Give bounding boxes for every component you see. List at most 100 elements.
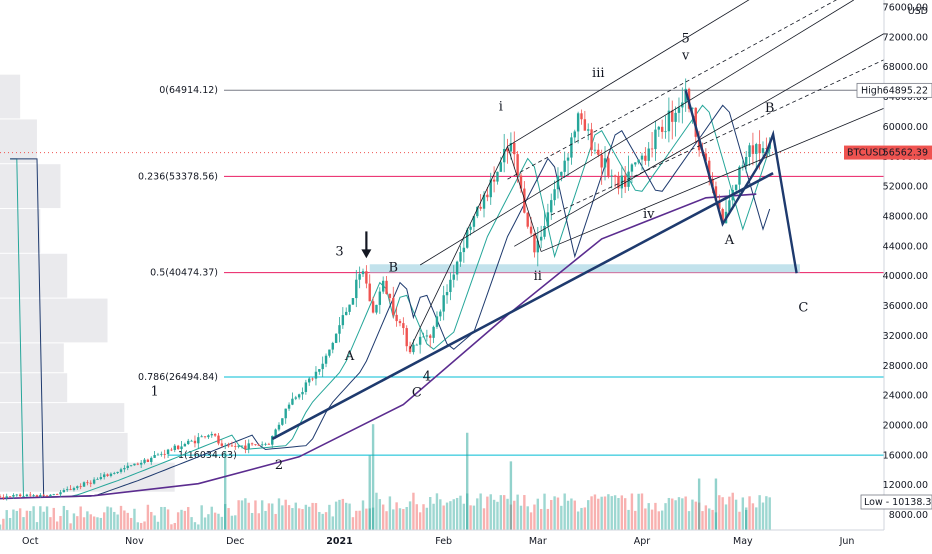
candle-body bbox=[466, 229, 469, 248]
price-tick-label: 16000.00 bbox=[883, 450, 928, 461]
candle-body bbox=[129, 465, 133, 467]
time-tick-label: 2021 bbox=[326, 536, 352, 547]
volume-bar bbox=[768, 497, 771, 530]
volume-profile-bar bbox=[0, 373, 68, 403]
wave-label: 3 bbox=[335, 244, 343, 259]
volume-bar bbox=[694, 501, 697, 530]
candle-body bbox=[691, 107, 694, 109]
candle-body bbox=[12, 494, 15, 497]
volume-bar bbox=[12, 509, 15, 530]
price-tick-label: 28000.00 bbox=[883, 361, 928, 372]
candle-body bbox=[82, 482, 86, 487]
candle-body bbox=[455, 261, 459, 275]
candle-body bbox=[385, 280, 388, 294]
price-tick-label: 36000.00 bbox=[883, 301, 928, 312]
volume-bar bbox=[657, 511, 660, 530]
candle-body bbox=[274, 429, 277, 436]
volume-profile-bar bbox=[0, 343, 64, 373]
volume-bar bbox=[341, 498, 345, 530]
candle-body bbox=[479, 206, 482, 209]
candle-body bbox=[381, 280, 385, 292]
volume-bar bbox=[247, 502, 250, 530]
candle-body bbox=[361, 271, 365, 275]
volume-bar bbox=[227, 508, 230, 530]
candle-body bbox=[660, 126, 664, 132]
volume-bar bbox=[660, 510, 664, 530]
candle-body bbox=[244, 445, 247, 450]
volume-bar bbox=[539, 508, 543, 530]
candle-body bbox=[254, 444, 257, 446]
candle-body bbox=[489, 179, 492, 198]
volume-profile-bar bbox=[0, 403, 125, 432]
volume-bar bbox=[613, 495, 617, 530]
resistance-zone bbox=[369, 264, 800, 273]
candle-body bbox=[576, 113, 580, 132]
volume-bar bbox=[35, 522, 39, 530]
volume-bar bbox=[536, 498, 539, 530]
candle-body bbox=[711, 178, 714, 187]
candle-body bbox=[180, 446, 183, 450]
candle-body bbox=[499, 162, 503, 172]
candle-body bbox=[334, 333, 338, 343]
candle-body bbox=[600, 154, 603, 168]
candle-body bbox=[640, 155, 644, 160]
candle-body bbox=[102, 474, 106, 478]
time-axis-bg bbox=[0, 530, 932, 550]
candle-body bbox=[667, 110, 671, 132]
candle-body bbox=[741, 165, 745, 167]
volume-bar bbox=[563, 493, 566, 530]
volume-bar bbox=[345, 502, 348, 530]
candle-body bbox=[765, 148, 768, 149]
volume-bar bbox=[758, 495, 761, 530]
volume-spike bbox=[224, 451, 227, 530]
projection-path bbox=[684, 90, 798, 274]
volume-bar bbox=[116, 514, 119, 530]
volume-bar bbox=[72, 513, 76, 530]
volume-bar bbox=[254, 500, 257, 530]
candle-body bbox=[738, 166, 741, 185]
volume-bar bbox=[277, 498, 281, 530]
volume-bar bbox=[455, 497, 459, 530]
volume-bar bbox=[516, 494, 519, 530]
volume-bar bbox=[472, 505, 476, 530]
volume-bar bbox=[32, 506, 35, 530]
candle-body bbox=[230, 445, 234, 447]
candle-body bbox=[704, 153, 708, 161]
candle-body bbox=[187, 440, 190, 445]
candle-body bbox=[193, 440, 197, 444]
price-tag-value: 56562.39 bbox=[883, 148, 928, 159]
candle-body bbox=[358, 274, 361, 280]
time-tick-label: Feb bbox=[435, 536, 452, 547]
volume-bar bbox=[701, 511, 704, 530]
volume-bar bbox=[146, 504, 150, 530]
candle-body bbox=[375, 304, 378, 313]
candle-body bbox=[89, 482, 92, 484]
candle-body bbox=[109, 473, 113, 476]
candle-body bbox=[432, 326, 435, 338]
candle-body bbox=[5, 496, 8, 498]
ma-fast-line bbox=[10, 104, 771, 499]
volume-bar bbox=[45, 506, 49, 530]
volume-bar bbox=[139, 522, 143, 530]
volume-bar bbox=[620, 495, 624, 530]
volume-bar bbox=[2, 518, 5, 530]
candle-body bbox=[751, 145, 755, 154]
candle-body bbox=[462, 247, 466, 253]
candle-body bbox=[472, 216, 476, 227]
candle-body bbox=[76, 486, 79, 489]
candle-body bbox=[610, 175, 613, 177]
volume-bar bbox=[287, 505, 291, 530]
volume-bar bbox=[533, 504, 536, 530]
volume-bar bbox=[415, 504, 418, 530]
volume-bar bbox=[358, 510, 361, 530]
volume-bar bbox=[69, 523, 72, 530]
volume-bar bbox=[217, 513, 220, 530]
candle-body bbox=[79, 486, 82, 488]
candle-body bbox=[449, 279, 452, 293]
candle-body bbox=[513, 142, 516, 155]
volume-bar bbox=[667, 497, 671, 530]
volume-bar bbox=[644, 508, 647, 530]
volume-bar bbox=[297, 508, 301, 530]
candle-body bbox=[250, 443, 254, 445]
